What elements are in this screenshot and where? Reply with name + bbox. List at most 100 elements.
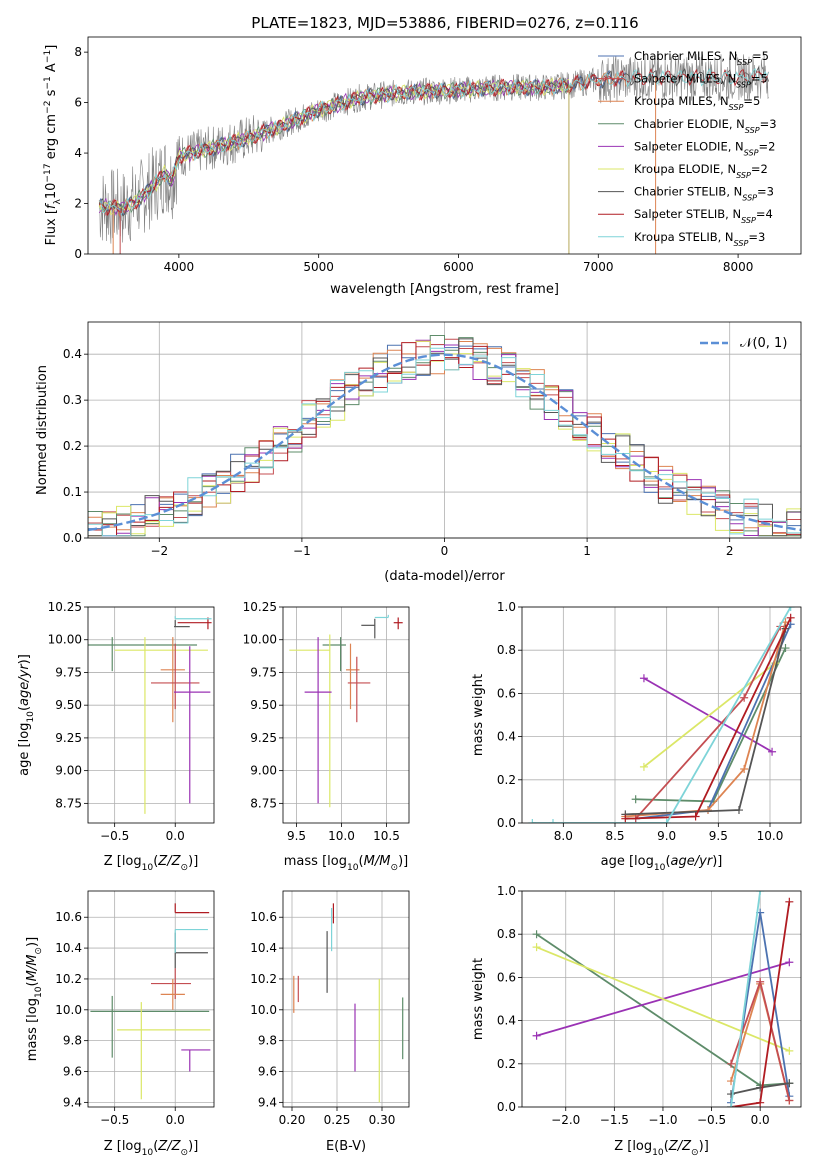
legend-label: Salpeter MILES, NSSP=5 xyxy=(634,72,768,90)
y-tick-label: 0.4 xyxy=(497,730,516,744)
y-tick-label: 0.4 xyxy=(63,347,82,361)
y-tick-label: 9.8 xyxy=(258,1034,277,1048)
y-tick-label: 9.00 xyxy=(250,764,277,778)
y-tick-label: 0.2 xyxy=(497,773,516,787)
series-marker xyxy=(786,613,795,622)
y-tick-label: 10.25 xyxy=(243,600,277,614)
x-tick-label: 0.0 xyxy=(166,829,185,843)
panel-mass_vs_Z: −0.5 0.0 9.4 9.6 9.8 10.0 10.2 10.4 10.6 mass [lo… xyxy=(25,890,215,1158)
x-tick-label: 0 xyxy=(441,544,449,558)
panel-weight_vs_Z: −2.0 −1.5 −1.0 −0.5 0.0 0.0 0.2 0.4 0.6 0.8 1.0 mas… xyxy=(471,884,802,1158)
series-marker xyxy=(740,765,749,773)
x-tick-label: 10.5 xyxy=(373,829,400,843)
series-marker xyxy=(756,891,765,895)
observed-spectrum xyxy=(98,53,769,244)
y-tick-label: 10.6 xyxy=(55,910,82,924)
series-marker xyxy=(781,644,790,653)
y-axis-label: mass weight xyxy=(471,674,486,756)
x-tick-label: 0.25 xyxy=(324,1113,351,1127)
x-axis-label: (data-model)/error xyxy=(384,569,505,584)
x-tick-label: 4000 xyxy=(164,260,195,274)
y-tick-label: 9.00 xyxy=(55,764,82,778)
series-line xyxy=(643,677,773,753)
y-tick-label: 0.0 xyxy=(497,1100,516,1114)
x-axis-label: wavelength [Angstrom, rest frame] xyxy=(330,282,559,297)
y-tick-label: 9.25 xyxy=(55,731,82,745)
y-axis-label: mass [log10(M/M⊙)] xyxy=(25,937,44,1061)
y-tick-label: 10.4 xyxy=(55,941,82,955)
series-marker xyxy=(785,1096,794,1105)
x-tick-label: 9.0 xyxy=(657,829,676,843)
y-tick-label: 0.0 xyxy=(497,816,516,830)
series-marker xyxy=(532,1031,541,1040)
x-axis-label: E(B-V) xyxy=(326,1139,366,1154)
series-marker xyxy=(756,1098,765,1107)
x-axis-label: Z [log10(Z/Z⊙)] xyxy=(104,854,199,873)
series-marker xyxy=(785,897,794,906)
x-tick-label: 0.0 xyxy=(166,1113,185,1127)
axes-frame xyxy=(521,890,802,1108)
x-tick-label: 1 xyxy=(583,544,591,558)
y-tick-label: 0.1 xyxy=(63,485,82,499)
y-tick-label: 8 xyxy=(74,45,82,59)
plot-area xyxy=(293,903,404,1103)
y-tick-label: 9.6 xyxy=(258,1065,277,1079)
legend-label: Chabrier ELODIE, NSSP=3 xyxy=(634,117,777,135)
series-marker xyxy=(727,1090,736,1099)
y-axis-label: mass weight xyxy=(471,958,486,1040)
figure-title: PLATE=1823, MJD=53886, FIBERID=0276, z=0… xyxy=(251,14,638,32)
panel-weight_vs_age: 8.0 8.5 9.0 9.5 10.0 0.0 0.2 0.4 0.6 0.8 1.0 mass w… xyxy=(471,600,802,873)
series-marker xyxy=(639,762,648,771)
x-tick-label: −0.5 xyxy=(100,829,129,843)
x-tick-label: 7000 xyxy=(583,260,614,274)
legend-label: Kroupa STELIB, NSSP=3 xyxy=(634,230,765,248)
legend-label: Chabrier STELIB, NSSP=3 xyxy=(634,185,774,203)
series-marker xyxy=(786,607,795,611)
plot-area xyxy=(98,53,769,254)
series-marker xyxy=(785,1046,794,1055)
axes-frame xyxy=(282,606,410,824)
y-tick-label: 10.00 xyxy=(243,633,277,647)
x-tick-label: 9.5 xyxy=(287,829,306,843)
plot-area xyxy=(289,614,403,808)
series-marker xyxy=(621,814,630,823)
series-marker xyxy=(532,943,541,952)
y-tick-label: 9.75 xyxy=(55,665,82,679)
panel-residuals: −2 −1 0 1 2 0.0 0.1 0.2 0.3 0.4 Normed distributio… xyxy=(35,321,802,584)
x-axis-label: age [log10(age/yr)] xyxy=(601,854,723,873)
model-spectrum xyxy=(98,67,769,217)
series-marker xyxy=(662,819,671,823)
series-line xyxy=(625,617,792,820)
series-marker xyxy=(532,930,541,939)
y-tick-label: 9.8 xyxy=(63,1034,82,1048)
x-tick-label: 8000 xyxy=(723,260,754,274)
legend-label: Kroupa MILES, NSSP=5 xyxy=(634,94,760,112)
y-tick-label: 1.0 xyxy=(497,600,516,614)
x-axis-label: Z [log10(Z/Z⊙)] xyxy=(104,1139,199,1158)
plot-area xyxy=(90,903,211,1100)
plot-area xyxy=(532,891,794,1107)
axes-frame xyxy=(87,606,215,824)
y-tick-label: 1.0 xyxy=(497,884,516,898)
x-tick-label: −1.5 xyxy=(600,1113,629,1127)
series-line xyxy=(643,662,776,768)
legend-label: Kroupa ELODIE, NSSP=2 xyxy=(634,162,768,180)
y-tick-label: 9.4 xyxy=(258,1095,277,1109)
x-tick-label: 9.5 xyxy=(709,829,728,843)
series-marker xyxy=(785,958,794,967)
series-marker xyxy=(631,795,640,804)
y-tick-label: 8.75 xyxy=(250,796,277,810)
y-tick-label: 9.50 xyxy=(55,698,82,712)
axes-frame xyxy=(521,606,802,824)
series-line xyxy=(635,647,787,803)
series-line xyxy=(532,607,792,823)
series-marker xyxy=(704,806,712,815)
y-tick-label: 10.2 xyxy=(55,972,82,986)
y-tick-label: 9.25 xyxy=(250,731,277,745)
y-tick-label: 0.8 xyxy=(497,643,516,657)
series-marker xyxy=(727,1059,736,1068)
y-tick-label: 10.0 xyxy=(250,1003,277,1017)
series-marker xyxy=(549,819,557,823)
y-tick-label: 10.25 xyxy=(48,600,82,614)
